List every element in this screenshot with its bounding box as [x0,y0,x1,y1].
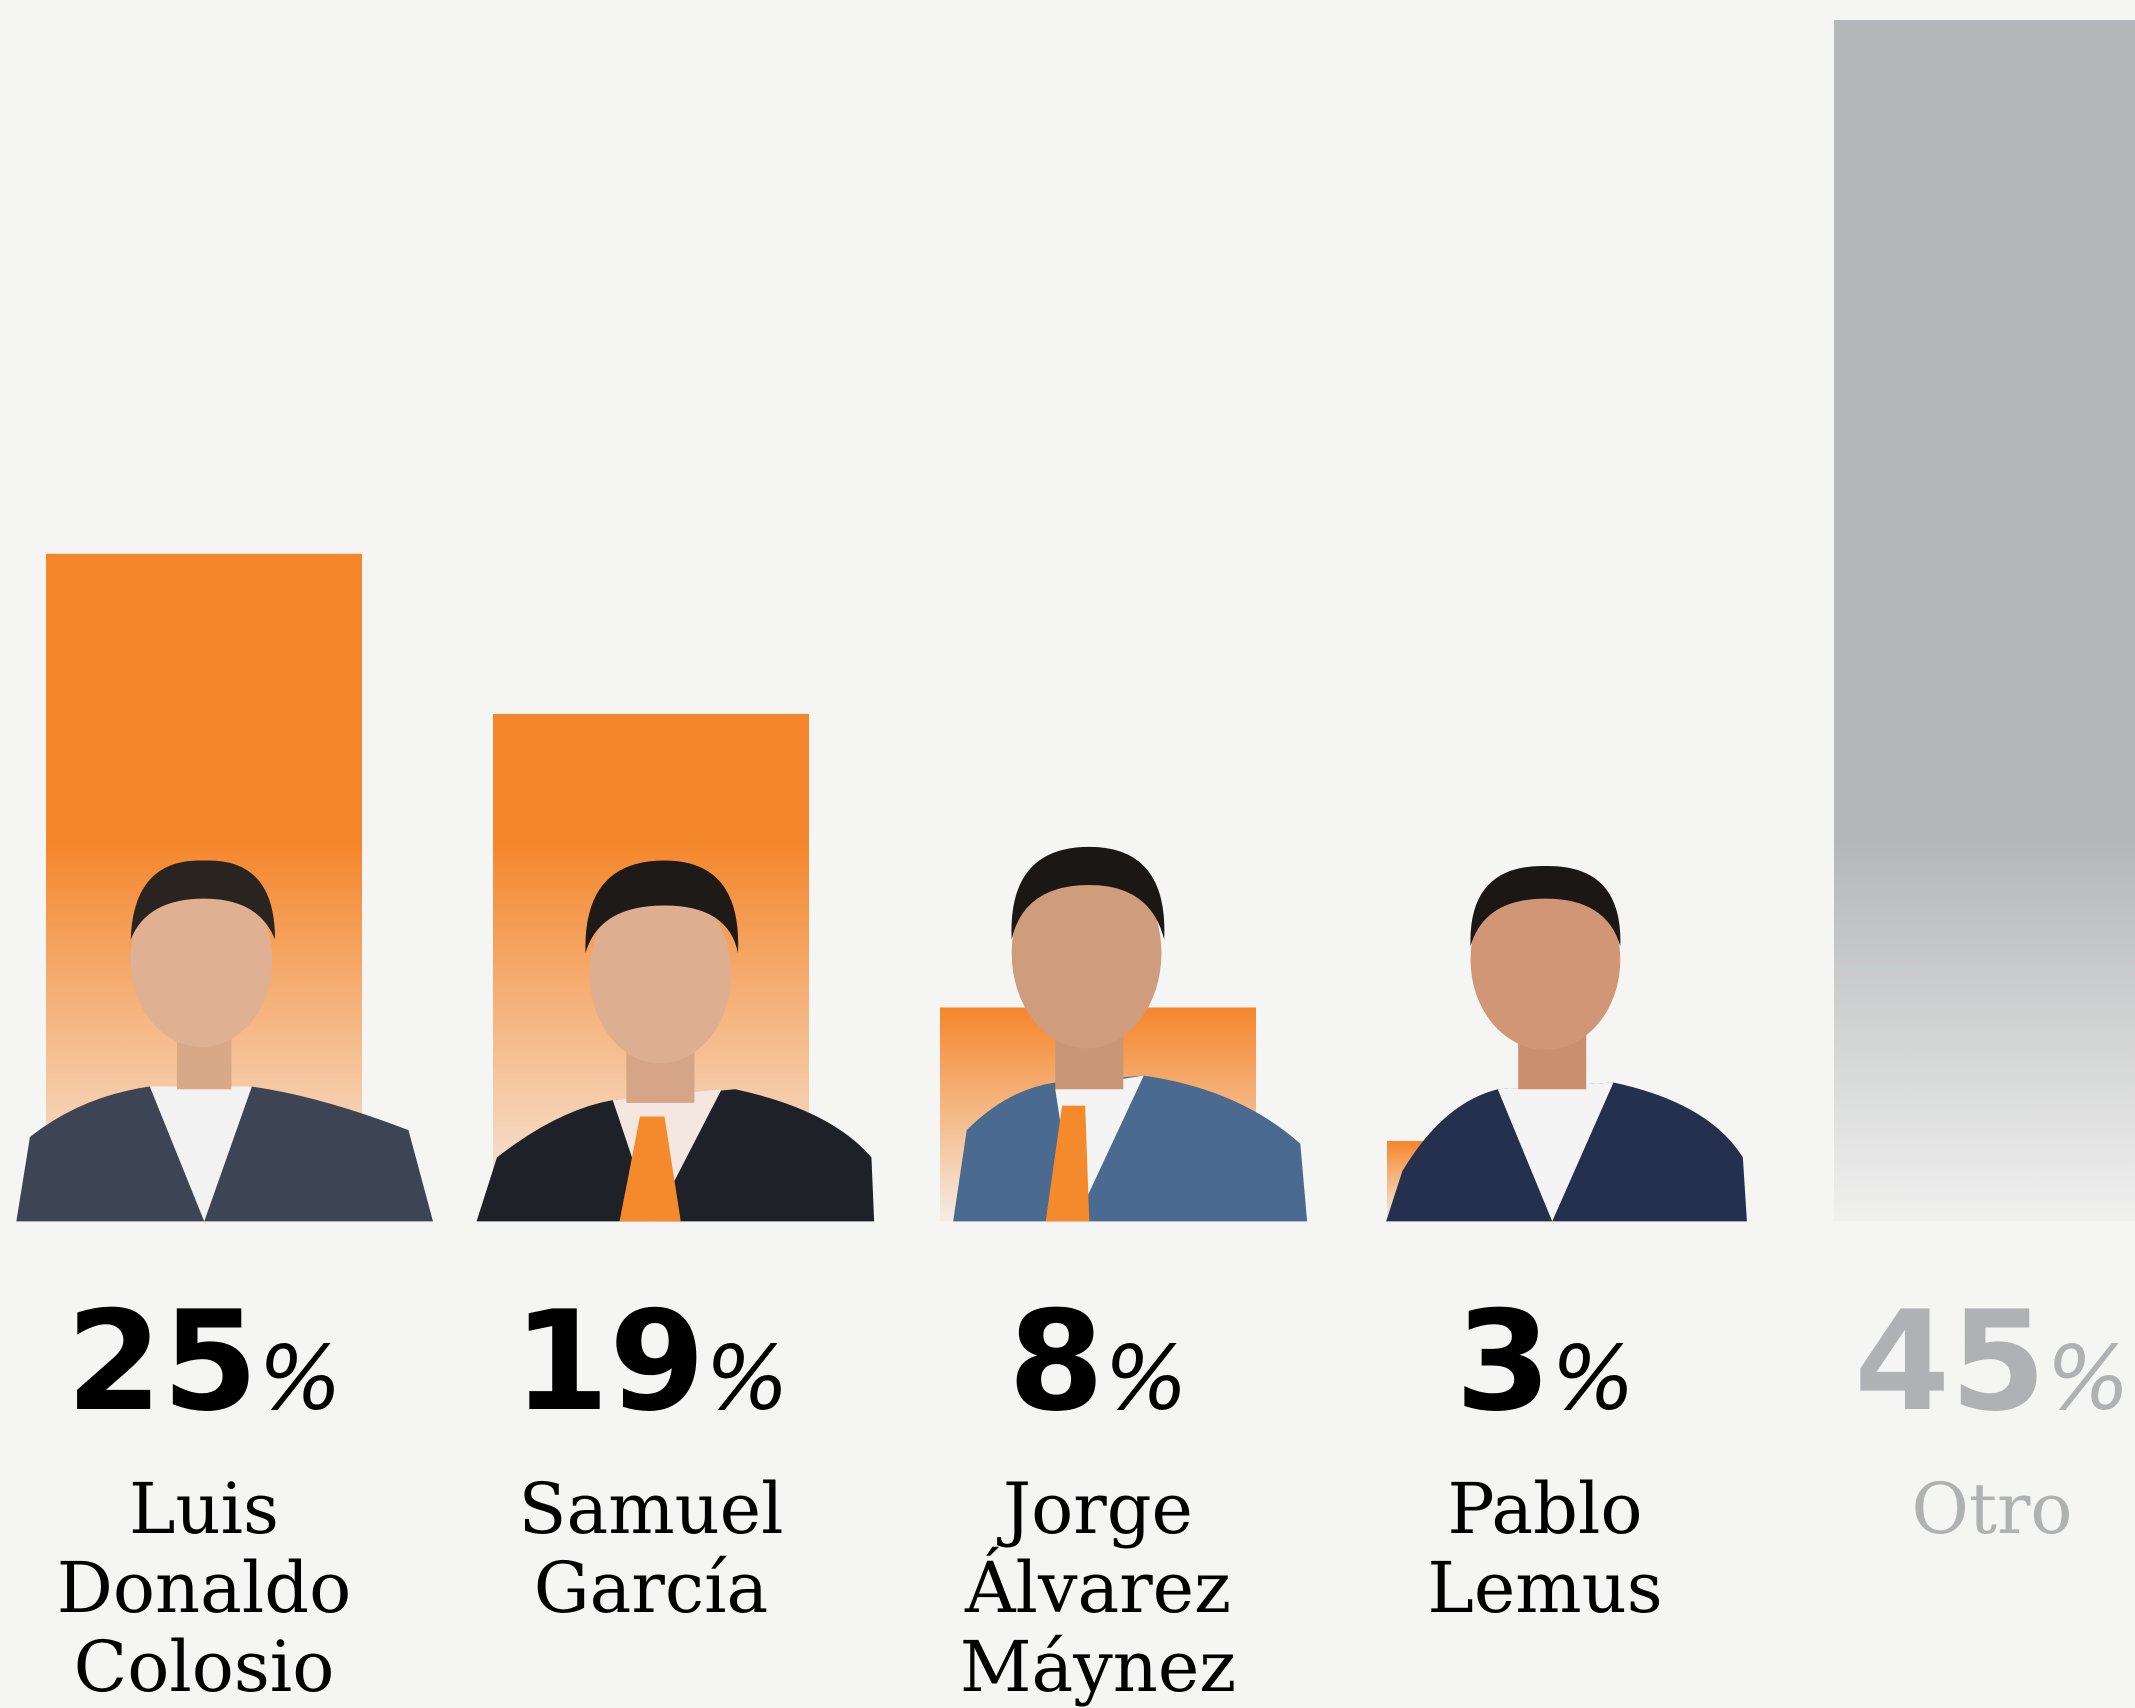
value-unit: % [1104,1327,1188,1430]
page: {"chart_data": {"type": "bar", "categori… [0,0,2135,1707]
value-unit: % [705,1327,789,1430]
value-label: 45% [1854,1281,2130,1442]
category-label: Jorge Álvarez Máynez [960,1470,1236,1707]
value-number: 3 [1455,1281,1551,1442]
value-labels: 25%19%8%3%45% [66,1281,2130,1442]
value-number: 25 [66,1281,258,1442]
candidate-photo [1386,866,1747,1221]
value-unit: % [2046,1327,2130,1430]
value-label: 25% [66,1281,342,1442]
value-number: 8 [1008,1281,1104,1442]
value-number: 45 [1854,1281,2046,1442]
value-number: 19 [513,1281,705,1442]
category-label: Pablo Lemus [1427,1470,1662,1628]
category-label: Samuel García [519,1470,784,1628]
value-unit: % [258,1327,342,1430]
value-label: 19% [513,1281,789,1442]
category-label: Otro [1911,1470,2072,1549]
value-unit: % [1551,1327,1635,1430]
value-label: 8% [1008,1281,1188,1442]
chart: 25%19%8%3%45% [0,0,2135,1707]
category-label: Luis Donaldo Colosio [57,1470,351,1707]
bar [1834,20,2135,1221]
value-label: 3% [1455,1281,1635,1442]
